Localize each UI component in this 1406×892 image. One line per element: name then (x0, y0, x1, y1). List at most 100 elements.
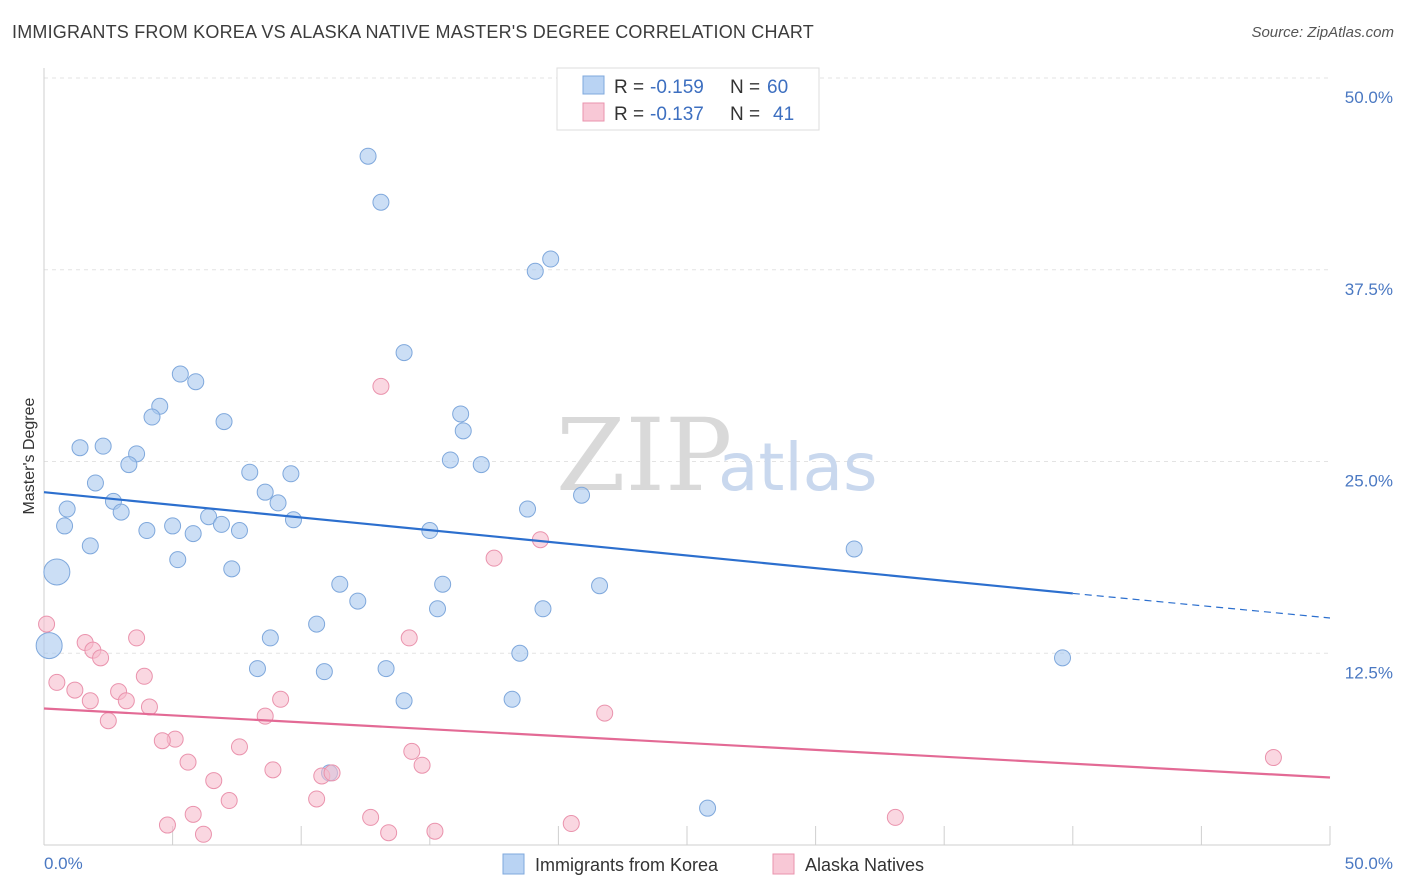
alaska-point (413, 756, 431, 774)
legend-r-value-korea: -0.159 (650, 77, 704, 98)
korea-point (534, 600, 552, 618)
alaska-point (158, 816, 176, 834)
alaska-point (380, 824, 398, 842)
alaska-trend-line (43, 707, 1331, 779)
alaska-point (272, 690, 290, 708)
alaska-point (66, 681, 84, 699)
alaska-point (194, 825, 212, 843)
korea-point (331, 575, 349, 593)
watermark-atlas: atlas (718, 429, 878, 506)
korea-point (94, 437, 112, 455)
korea-point (171, 365, 189, 383)
korea-point (241, 463, 259, 481)
alaska-point (485, 549, 503, 567)
series-legend: Immigrants from Korea Alaska Natives (502, 853, 924, 875)
korea-point (454, 422, 472, 440)
korea-point (282, 465, 300, 483)
korea-point (372, 193, 390, 211)
korea-point (308, 615, 326, 633)
korea-point (187, 373, 205, 391)
korea-point (359, 147, 377, 165)
korea-point (256, 483, 274, 501)
data-points (35, 147, 1282, 843)
axes: 12.5% 25.0% 37.5% 50.0% 0.0% 50.0% (43, 68, 1393, 873)
alaska-point (596, 704, 614, 722)
korea-point (138, 522, 156, 540)
korea-point (377, 660, 395, 678)
bottom-legend-swatch-alaska (772, 853, 795, 875)
legend-swatch-alaska (582, 102, 605, 122)
chart-title: IMMIGRANTS FROM KOREA VS ALASKA NATIVE M… (12, 22, 814, 42)
y-tick-label: 37.5% (1345, 280, 1393, 299)
legend-n-value-korea: 60 (767, 77, 788, 98)
bottom-legend-swatch-korea (502, 853, 525, 875)
alaska-point (308, 790, 326, 808)
alaska-point (220, 792, 238, 810)
legend-n-label-korea: N = (730, 77, 760, 98)
korea-point (284, 511, 302, 529)
alaska-point (99, 712, 117, 730)
korea-point (184, 525, 202, 543)
korea-point (81, 537, 99, 555)
korea-point (542, 250, 560, 268)
alaska-point (128, 629, 146, 647)
korea-point (43, 558, 71, 586)
korea-point (395, 692, 413, 710)
korea-trend-line (43, 491, 1073, 595)
alaska-point (426, 822, 444, 840)
korea-point (120, 456, 138, 474)
alaska-point (140, 698, 158, 716)
x-tick-label: 0.0% (44, 854, 83, 873)
alaska-point (153, 732, 171, 750)
alaska-point (362, 808, 380, 826)
legend-r-label-alaska: R = (614, 104, 644, 125)
legend-n-value-alaska: 41 (773, 104, 794, 125)
korea-point (58, 500, 76, 518)
korea-point (845, 540, 863, 558)
korea-point (223, 560, 241, 578)
source-credit: Source: ZipAtlas.com (1251, 24, 1394, 41)
bottom-legend-label-alaska: Alaska Natives (805, 855, 924, 875)
korea-point (519, 500, 537, 518)
alaska-point (1264, 749, 1282, 767)
alaska-point (372, 377, 390, 395)
korea-point (315, 663, 333, 681)
trend-lines (43, 491, 1331, 779)
alaska-point (92, 649, 110, 667)
alaska-point (323, 764, 341, 782)
korea-point (269, 494, 287, 512)
korea-point (395, 344, 413, 362)
korea-point (349, 592, 367, 610)
korea-point (591, 577, 609, 595)
x-tick-label: 50.0% (1345, 854, 1393, 873)
korea-point (215, 413, 233, 431)
stats-legend: R = -0.159 N = 60 R = -0.137 N = 41 (556, 67, 820, 131)
legend-r-label-korea: R = (614, 77, 644, 98)
alaska-point (38, 615, 56, 633)
korea-point (511, 644, 529, 662)
y-tick-label: 25.0% (1345, 472, 1393, 491)
korea-point (261, 629, 279, 647)
alaska-point (886, 808, 904, 826)
korea-point (212, 515, 230, 533)
y-tick-label: 12.5% (1345, 663, 1393, 682)
korea-point (699, 799, 717, 817)
korea-point (71, 439, 89, 457)
korea-point (429, 600, 447, 618)
korea-point (169, 551, 187, 569)
alaska-point (264, 761, 282, 779)
y-tick-label: 50.0% (1345, 88, 1393, 107)
korea-point (526, 262, 544, 280)
korea-point (230, 522, 248, 540)
korea-trend-line-extension (1072, 592, 1331, 619)
korea-point (472, 456, 490, 474)
legend-r-value-alaska: -0.137 (650, 104, 704, 125)
alaska-point (230, 738, 248, 756)
korea-point (573, 486, 591, 504)
bottom-legend-label-korea: Immigrants from Korea (535, 855, 719, 875)
alaska-point (184, 805, 202, 823)
legend-swatch-korea (582, 75, 605, 95)
korea-point (143, 408, 161, 426)
